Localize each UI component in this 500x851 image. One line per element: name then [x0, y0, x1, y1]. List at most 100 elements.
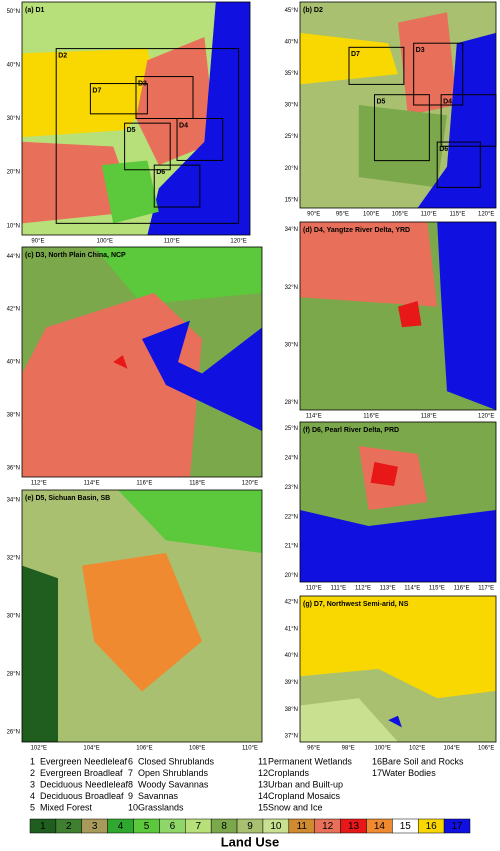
lat-tick-label: 10°N [7, 223, 20, 229]
lon-tick-label: 100°E [97, 239, 113, 245]
lon-tick-label: 105°E [392, 212, 408, 218]
lon-tick-label: 114°E [84, 481, 100, 487]
lat-tick-label: 30°N [7, 614, 20, 620]
map-panel: (a) D1 50°N 40°N 30°N 20°N 10°N 90°E 100°E 110°E… [7, 1, 251, 245]
domain-label: D7 [351, 51, 360, 58]
lat-tick-label: 20°N [7, 170, 20, 176]
lon-tick-label: 100°E [363, 212, 379, 218]
domain-box [176, 118, 224, 161]
lon-tick-label: 106°E [478, 746, 494, 752]
domain-box [153, 164, 201, 208]
legend-number: 2 [30, 768, 35, 778]
legend-number: 14 [258, 791, 268, 801]
lat-tick-label: 40°N [285, 39, 298, 45]
lat-tick-label: 37°N [285, 734, 298, 740]
land-cover [398, 12, 457, 116]
legend-label: Evergreen Needleleaf [40, 756, 128, 766]
domain-label: D3 [416, 47, 425, 54]
colorbar-number: 13 [348, 821, 360, 832]
map-panel: (e) D5, Sichuan Basin, SB 34°N 32°N 30°N 28°… [7, 489, 263, 752]
legend-label: Deciduous Needleleaf [40, 779, 129, 789]
map-panel: (b) D2 45°N 40°N 35°N 30°N 25°N 20°N 15°N 90°E 95… [285, 1, 497, 218]
domain-label: D5 [127, 127, 136, 134]
land-cover [22, 141, 136, 224]
colorbar-number: 12 [322, 821, 334, 832]
land-cover [147, 2, 250, 235]
legend-number: 12 [258, 768, 268, 778]
lon-tick-label: 95°E [336, 212, 349, 218]
land-cover [358, 105, 447, 188]
land-cover [22, 565, 58, 742]
lat-tick-label: 24°N [285, 455, 298, 461]
lat-tick-label: 32°N [285, 285, 298, 291]
lat-tick-label: 30°N [285, 103, 298, 109]
lat-tick-label: 35°N [285, 71, 298, 77]
colorbar-number: 15 [400, 821, 412, 832]
lat-tick-label: 40°N [285, 653, 298, 659]
panel-title: (d) D4, Yangtze River Delta, YRD [303, 227, 410, 234]
domain-box [135, 76, 194, 119]
legend-label: Evergreen Broadleaf [40, 768, 123, 778]
lon-tick-label: 104°E [83, 746, 99, 752]
domain-box [55, 48, 240, 224]
domain-label: D6 [156, 169, 165, 176]
lat-tick-label: 25°N [285, 134, 298, 140]
domain-label: D6 [439, 146, 448, 153]
lon-tick-label: 110°E [421, 212, 437, 218]
lat-tick-label: 40°N [7, 360, 20, 366]
legend-number: 7 [128, 768, 133, 778]
panel-title: (b) D2 [303, 7, 323, 14]
panel-title: (a) D1 [25, 7, 45, 14]
land-cover [370, 462, 398, 486]
land-cover [142, 320, 262, 431]
domain-label: D2 [58, 52, 67, 59]
colorbar-number: 10 [270, 821, 282, 832]
legend-label: Water Bodies [382, 768, 436, 778]
lon-tick-label: 114°E [306, 414, 322, 420]
lat-tick-label: 39°N [285, 680, 298, 686]
domain-label: D7 [92, 87, 101, 94]
lat-tick-label: 26°N [7, 729, 20, 735]
lon-tick-label: 102°E [31, 746, 47, 752]
lon-tick-label: 90°E [307, 212, 320, 218]
lat-tick-label: 20°N [285, 573, 298, 579]
land-cover [136, 36, 216, 166]
panel-title: (f) D6, Pearl River Delta, PRD [303, 427, 399, 434]
map-frame [299, 221, 497, 411]
lon-tick-label: 100°E [375, 746, 391, 752]
legend-label: Croplands [268, 768, 310, 778]
legend-label: Mixed Forest [40, 802, 93, 812]
legend-number: 15 [258, 802, 268, 812]
domain-box [373, 94, 430, 162]
land-cover [398, 300, 422, 328]
legend-title: Land Use [221, 834, 280, 849]
lon-tick-label: 120°E [242, 481, 258, 487]
land-cover [300, 698, 398, 742]
map-frame [21, 489, 263, 743]
lat-tick-label: 30°N [7, 116, 20, 122]
land-cover [388, 715, 402, 728]
lat-tick-label: 41°N [285, 626, 298, 632]
lat-tick-label: 23°N [285, 485, 298, 491]
lat-tick-label: 15°N [285, 197, 298, 203]
legend-number: 11 [258, 756, 267, 766]
colorbar-number: 14 [374, 821, 386, 832]
legend-number: 1 [30, 756, 35, 766]
lat-tick-label: 50°N [7, 9, 20, 15]
colorbar-number: 9 [247, 821, 253, 832]
legend-number: 4 [30, 791, 35, 801]
land-cover [437, 222, 496, 410]
lon-tick-label: 108°E [189, 746, 205, 752]
lat-tick-label: 34°N [7, 498, 20, 504]
panel-title: (c) D3, North Plain China, NCP [25, 252, 126, 259]
lat-tick-label: 34°N [285, 227, 298, 233]
lon-tick-label: 102°E [409, 746, 425, 752]
legend-label: Open Shrublands [138, 768, 209, 778]
legend-label: Savannas [138, 791, 179, 801]
colorbar-number: 4 [118, 821, 124, 832]
lon-tick-label: 111°E [331, 586, 347, 592]
lat-tick-label: 45°N [285, 8, 298, 14]
lon-tick-label: 116°E [454, 586, 470, 592]
domain-box [348, 46, 405, 85]
